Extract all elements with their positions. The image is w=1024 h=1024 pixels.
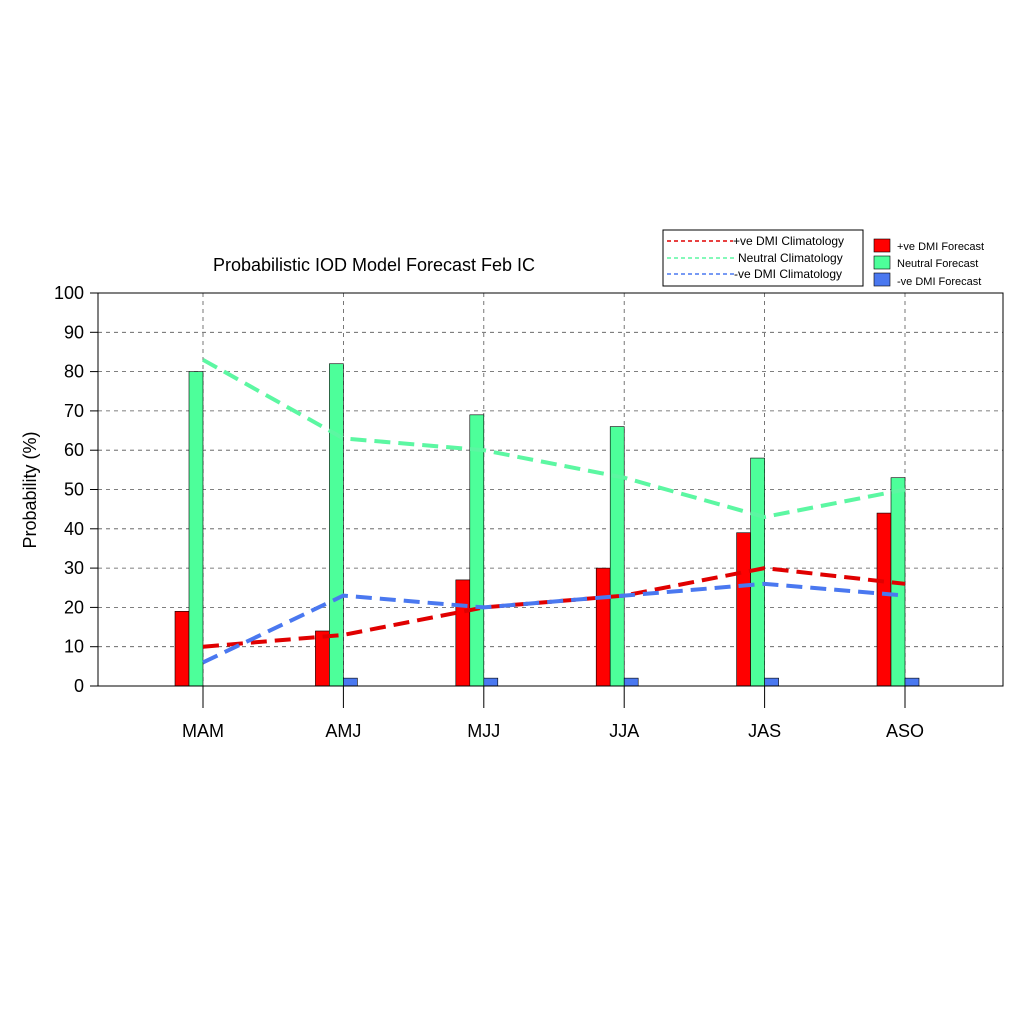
climatology-lines	[202, 358, 906, 665]
y-tick-label-60: 60	[64, 440, 84, 460]
legend-swatch-neg-dmi	[873, 272, 891, 287]
legend-label-neg-dmi-climatology: -ve DMI Climatology	[734, 267, 842, 281]
bar-series	[174, 363, 920, 687]
y-axis-label: Probability (%)	[20, 431, 40, 548]
bar-pos-dmi-mam	[174, 611, 190, 687]
legend-label-neutral-forecast: Neutral Forecast	[897, 258, 978, 270]
legend-label-pos-dmi-climatology: +ve DMI Climatology	[733, 234, 844, 248]
grid-lines	[98, 293, 1003, 686]
legend-label-neg-dmi-forecast: -ve DMI Forecast	[897, 276, 981, 288]
y-tick-label-80: 80	[64, 362, 84, 382]
bar-neutral-jja	[609, 426, 625, 687]
bar-pos-dmi-aso	[876, 512, 892, 687]
x-tick-label-aso: ASO	[886, 721, 924, 741]
line-pos-dmi-climatology	[202, 566, 906, 649]
bar-legend: +ve DMI Forecast Neutral Forecast -ve DM…	[873, 238, 984, 288]
line-neg-dmi-climatology	[202, 581, 906, 665]
x-tick-label-mjj: MJJ	[467, 721, 500, 741]
bar-pos-dmi-jas	[736, 532, 751, 687]
y-tick-label-30: 30	[64, 558, 84, 578]
bar-neutral-mjj	[469, 414, 485, 687]
x-tick-label-jas: JAS	[748, 721, 781, 741]
y-tick-label-90: 90	[64, 322, 84, 342]
bar-pos-dmi-amj	[315, 630, 330, 687]
y-tick-label-50: 50	[64, 480, 84, 500]
line-neutral-climatology	[202, 358, 906, 520]
legend-label-pos-dmi-forecast: +ve DMI Forecast	[897, 241, 984, 253]
x-tick-label-jja: JJA	[609, 721, 639, 741]
bar-neg-dmi-jja	[623, 677, 639, 687]
legend-label-neutral-climatology: Neutral Climatology	[738, 251, 843, 265]
bar-neg-dmi-amj	[343, 677, 358, 687]
y-tick-label-70: 70	[64, 401, 84, 421]
bar-neg-dmi-jas	[764, 677, 779, 687]
y-tick-label-40: 40	[64, 519, 84, 539]
bar-pos-dmi-jja	[595, 567, 611, 687]
y-tick-label-0: 0	[74, 676, 84, 696]
bar-neg-dmi-mjj	[483, 677, 499, 687]
chart-title: Probabilistic IOD Model Forecast Feb IC	[213, 255, 535, 275]
bar-neg-dmi-aso	[904, 677, 920, 687]
y-axis-ticks: 0 10 20 30 40 50 60 70 80 90 100	[54, 283, 98, 696]
x-tick-label-mam: MAM	[182, 721, 224, 741]
legend-swatch-pos-dmi	[873, 238, 891, 253]
legend-swatch-neutral	[873, 255, 891, 270]
y-tick-label-100: 100	[54, 283, 84, 303]
bar-pos-dmi-mjj	[455, 579, 471, 687]
x-tick-label-amj: AMJ	[325, 721, 361, 741]
x-axis-ticks: MAM AMJ MJJ JJA JAS ASO	[182, 686, 924, 741]
y-tick-label-20: 20	[64, 597, 84, 617]
bar-neutral-mam	[188, 371, 204, 687]
y-tick-label-10: 10	[64, 637, 84, 657]
line-legend: +ve DMI Climatology Neutral Climatology …	[662, 229, 864, 287]
